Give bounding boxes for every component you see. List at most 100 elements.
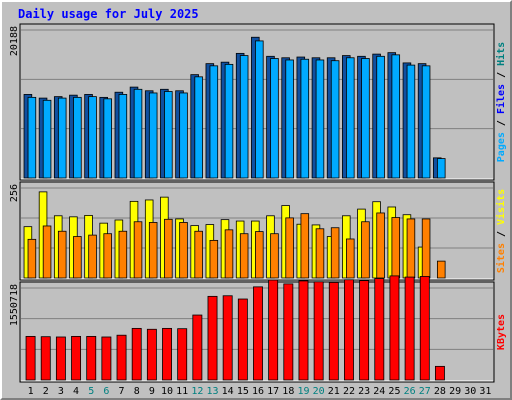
bar-kbytes-kbytes-day-20 [313, 281, 324, 381]
bar-visits-sites-day-21 [330, 227, 340, 279]
x-tick-label-day-11: 11 [176, 386, 188, 397]
bar-hits-files-day-21 [330, 60, 340, 179]
x-tick-label-day-8: 8 [134, 386, 140, 397]
bar-visits-sites-day-7 [118, 230, 128, 279]
panel-kbytes: 1550718 KBytes [9, 275, 507, 383]
bar-hits-files-day-26 [406, 64, 416, 179]
side-label-part: Visits [495, 189, 507, 225]
x-tick-label-day-13: 13 [206, 386, 218, 397]
x-tick-label-day-25: 25 [388, 386, 400, 397]
x-tick-label-day-29: 29 [449, 386, 461, 397]
x-tick-label-day-21: 21 [328, 386, 340, 397]
side-label-part: / [496, 114, 507, 132]
x-tick-label-day-14: 14 [222, 386, 234, 397]
x-tick-label-day-26: 26 [404, 386, 416, 397]
bar-hits-files-day-18 [285, 59, 294, 179]
bar-visits-sites-day-6 [103, 233, 112, 279]
bar-hits-files-day-17 [270, 58, 279, 179]
x-tick-label-day-19: 19 [297, 386, 309, 397]
bar-kbytes-kbytes-day-27 [419, 276, 430, 381]
bar-visits-sites-day-28 [436, 260, 446, 279]
bar-visits-sites-day-17 [270, 233, 279, 279]
x-tick-label-day-9: 9 [149, 386, 155, 397]
panel-visits: 256 Sites / Visits [9, 181, 507, 281]
bar-hits-files-day-19 [300, 58, 310, 179]
bar-hits-files-day-9 [148, 92, 158, 179]
bar-visits-sites-day-5 [88, 234, 97, 279]
side-label-part: Pages [496, 132, 507, 162]
bar-hits-files-day-28 [436, 158, 446, 179]
bar-kbytes-kbytes-day-19 [298, 280, 309, 381]
bar-hits-files-day-22 [346, 57, 355, 179]
bar-kbytes-kbytes-day-14 [222, 295, 233, 381]
bar-visits-sites-day-11 [179, 222, 188, 279]
bar-hits-files-day-20 [315, 59, 325, 179]
bar-hits-files-day-16 [255, 40, 264, 179]
x-tick-label-day-10: 10 [161, 386, 173, 397]
bar-kbytes-kbytes-day-4 [71, 335, 82, 381]
side-label-part: KBytes [496, 314, 507, 350]
bar-hits-files-day-15 [239, 55, 249, 179]
x-tick-label-day-24: 24 [373, 386, 385, 397]
bar-visits-sites-day-9 [148, 222, 158, 279]
bar-visits-sites-day-16 [255, 231, 264, 279]
x-tick-label-day-16: 16 [252, 386, 264, 397]
bar-kbytes-kbytes-day-16 [253, 286, 263, 381]
panel-kbytes-ymax-label: 1550718 [9, 284, 20, 326]
bar-hits-files-day-12 [194, 76, 203, 179]
bar-kbytes-kbytes-day-3 [55, 336, 66, 381]
bar-visits-sites-day-22 [346, 238, 355, 279]
bar-hits-files-day-1 [27, 96, 37, 179]
x-tick-label-day-22: 22 [343, 386, 355, 397]
bar-kbytes-kbytes-day-21 [328, 282, 339, 381]
x-tick-label-day-15: 15 [237, 386, 249, 397]
bar-hits-files-day-5 [88, 96, 97, 179]
bar-visits-sites-day-12 [194, 230, 203, 279]
bar-kbytes-kbytes-day-26 [404, 276, 415, 381]
bar-hits-files-day-6 [103, 98, 112, 179]
bar-visits-sites-day-3 [57, 230, 67, 279]
bar-kbytes-kbytes-day-2 [40, 336, 51, 381]
x-tick-label-day-6: 6 [103, 386, 109, 397]
bar-visits-sites-day-1 [27, 238, 37, 279]
bar-hits-files-day-13 [209, 65, 219, 179]
bar-hits-files-day-4 [73, 96, 82, 179]
bar-kbytes-kbytes-day-18 [283, 283, 294, 381]
bar-visits-sites-day-13 [209, 239, 219, 279]
bar-kbytes-kbytes-day-5 [86, 335, 97, 381]
x-tick-label-day-27: 27 [419, 386, 431, 397]
x-tick-label-day-28: 28 [434, 386, 446, 397]
side-label-part: / [496, 66, 507, 84]
panel-visits-side-label: Sites / Visits [495, 189, 507, 273]
bar-kbytes-kbytes-day-22 [344, 279, 354, 381]
x-axis-labels: 1 2 3 4 5 6 7 8 9 10 11 12 13 14 15 16 17 18 19 20 21 22 23 24 2… [28, 386, 492, 397]
bar-kbytes-kbytes-day-15 [237, 298, 248, 381]
bar-visits-sites-day-18 [285, 217, 294, 279]
bar-visits-sites-day-2 [42, 225, 52, 279]
panel-hits-ymax-label: 20188 [9, 26, 20, 56]
bar-hits-files-day-8 [133, 88, 143, 179]
chart-title: Daily usage for July 2025 [18, 7, 199, 21]
bar-visits-sites-day-19 [300, 213, 310, 279]
bar-kbytes-kbytes-day-10 [162, 327, 172, 381]
x-tick-label-day-20: 20 [313, 386, 325, 397]
bar-hits-files-day-10 [164, 91, 173, 179]
bar-visits-sites-day-4 [73, 236, 82, 279]
x-tick-label-day-31: 31 [479, 386, 491, 397]
bar-kbytes-kbytes-day-25 [389, 275, 400, 381]
bar-hits-files-day-27 [421, 65, 431, 179]
side-label-part: Sites [495, 243, 507, 273]
x-tick-label-day-18: 18 [282, 386, 294, 397]
x-tick-label-day-30: 30 [464, 386, 476, 397]
bar-visits-sites-day-14 [224, 229, 234, 279]
bar-kbytes-kbytes-day-11 [177, 328, 188, 381]
bar-kbytes-kbytes-day-28 [434, 365, 445, 381]
panel-hits-side-label: Pages / Files / Hits [495, 42, 507, 162]
bar-kbytes-kbytes-day-9 [146, 328, 157, 381]
bar-hits-files-day-24 [376, 55, 385, 179]
bar-kbytes-kbytes-day-6 [101, 336, 112, 381]
x-tick-label-day-17: 17 [267, 386, 279, 397]
bar-visits-sites-day-20 [315, 228, 325, 279]
